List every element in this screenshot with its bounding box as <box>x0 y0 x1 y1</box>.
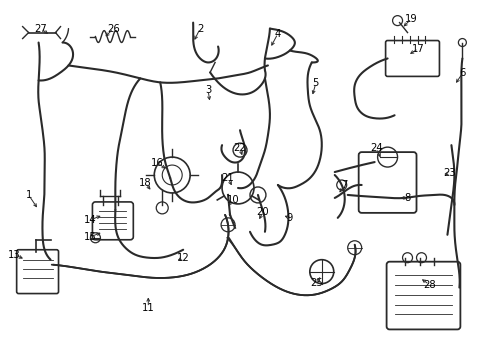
Text: 11: 11 <box>142 302 155 312</box>
Text: 17: 17 <box>412 44 425 54</box>
Text: 16: 16 <box>151 158 164 168</box>
Text: 23: 23 <box>443 168 456 178</box>
Text: 3: 3 <box>205 85 211 95</box>
Text: 2: 2 <box>197 24 203 33</box>
Text: 8: 8 <box>404 193 411 203</box>
Text: 24: 24 <box>370 143 383 153</box>
Text: 4: 4 <box>275 28 281 39</box>
Text: 15: 15 <box>84 232 97 242</box>
Text: 1: 1 <box>25 190 32 200</box>
Text: 26: 26 <box>107 24 120 33</box>
Text: 20: 20 <box>257 207 270 217</box>
Text: 25: 25 <box>311 278 323 288</box>
Text: 10: 10 <box>227 195 239 205</box>
Text: 6: 6 <box>459 68 466 78</box>
Text: 21: 21 <box>221 173 234 183</box>
Text: 18: 18 <box>139 178 151 188</box>
Text: 12: 12 <box>177 253 190 263</box>
Text: 7: 7 <box>342 180 348 190</box>
Text: 28: 28 <box>423 280 436 289</box>
Text: 27: 27 <box>34 24 47 33</box>
Text: 5: 5 <box>313 78 319 88</box>
Text: 14: 14 <box>84 215 97 225</box>
Text: 9: 9 <box>287 213 293 223</box>
Text: 19: 19 <box>405 14 418 24</box>
Text: 22: 22 <box>234 143 246 153</box>
Text: 13: 13 <box>8 250 21 260</box>
